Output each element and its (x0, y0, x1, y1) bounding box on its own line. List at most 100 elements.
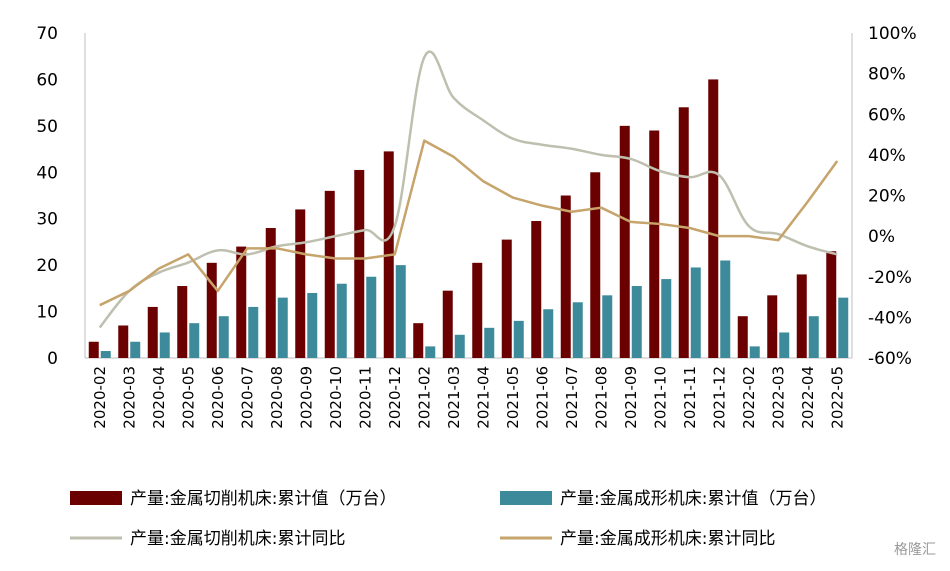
y-right-tick-label: -40% (868, 308, 912, 328)
bar-forming-value (395, 265, 406, 358)
bar-cutting-value (619, 125, 630, 358)
line-forming-yoy (99, 139, 839, 307)
bar-forming-value (189, 323, 200, 358)
legend-swatch (70, 491, 122, 505)
bar-forming-value (661, 279, 672, 358)
x-tick-label: 2021-05 (504, 366, 522, 429)
y-right-tick-label: -20% (868, 268, 912, 288)
legend-label: 产量:金属切削机床:累计同比 (130, 529, 345, 549)
legend-swatch (500, 491, 552, 505)
bar-forming-value (602, 295, 613, 358)
y-right-tick-label: 20% (868, 187, 906, 207)
bar-forming-value (838, 297, 849, 358)
bar-cutting-value (767, 295, 778, 358)
bar-cutting-value (708, 79, 719, 358)
x-tick-label: 2020-03 (120, 366, 138, 429)
bar-forming-value (808, 316, 819, 358)
y-right-tick-label: -60% (868, 349, 912, 369)
bar-forming-value (336, 283, 347, 358)
legend-label: 产量:金属成形机床:累计同比 (560, 529, 775, 549)
bars-layer (88, 79, 849, 359)
bar-forming-value (690, 267, 701, 358)
line-cutting-yoy (98, 50, 838, 329)
bar-forming-value (631, 286, 642, 358)
x-tick-label: 2020-05 (179, 366, 197, 429)
bar-cutting-value (796, 274, 807, 358)
bar-forming-value (513, 320, 524, 358)
bar-cutting-value (678, 107, 689, 359)
bar-forming-value (749, 346, 760, 358)
y-right-tick-label: 80% (868, 65, 906, 85)
y-left-tick-label: 30 (36, 210, 58, 230)
bar-cutting-value (531, 221, 542, 358)
bar-cutting-value (118, 325, 129, 358)
bar-cutting-value (147, 306, 158, 358)
bar-cutting-value (236, 246, 247, 358)
axes-layer (84, 33, 853, 359)
bar-cutting-value (265, 228, 276, 358)
x-tick-label: 2021-02 (415, 366, 433, 429)
bar-cutting-value (560, 195, 571, 358)
bar-cutting-value (501, 239, 512, 358)
x-tick-label: 2020-06 (209, 366, 227, 429)
bar-forming-value (307, 293, 318, 358)
bar-cutting-value (442, 290, 453, 358)
y-left-tick-label: 50 (36, 117, 58, 137)
x-tick-label: 2022-04 (799, 366, 817, 429)
x-tick-label: 2021-03 (445, 366, 463, 429)
legend-label: 产量:金属切削机床:累计值（万台） (130, 489, 396, 509)
lines-layer (98, 50, 839, 329)
bar-cutting-value (88, 341, 99, 358)
bar-forming-value (248, 306, 259, 358)
bar-cutting-value (295, 209, 306, 358)
x-tick-label: 2020-02 (91, 366, 109, 429)
x-tick-label: 2021-12 (710, 366, 728, 429)
y-right-tick-label: 60% (868, 105, 906, 125)
x-tick-label: 2020-07 (238, 366, 256, 429)
y-right-tick-label: 40% (868, 146, 906, 166)
x-tick-label: 2020-09 (297, 366, 315, 429)
bar-forming-value (454, 334, 465, 358)
legend-label: 产量:金属成形机床:累计值（万台） (560, 489, 826, 509)
x-tick-label: 2020-04 (150, 366, 168, 429)
bar-cutting-value (590, 172, 601, 358)
y-right-tick-label: 0% (868, 227, 895, 247)
bar-cutting-value (413, 323, 424, 358)
y-left-tick-label: 10 (36, 303, 58, 323)
bar-cutting-value (649, 130, 660, 358)
x-tick-label: 2021-07 (563, 366, 581, 429)
x-tick-label: 2022-02 (740, 366, 758, 429)
x-tick-label: 2022-05 (828, 366, 846, 429)
x-tick-label: 2021-10 (651, 366, 669, 429)
bar-cutting-value (826, 251, 837, 358)
bar-cutting-value (206, 262, 217, 358)
x-tick-label: 2020-08 (268, 366, 286, 429)
bar-forming-value (543, 309, 554, 358)
bar-cutting-value (472, 262, 483, 358)
x-tick-label: 2022-03 (769, 366, 787, 429)
y-left-tick-label: 0 (47, 349, 58, 369)
bar-forming-value (218, 316, 229, 358)
bar-forming-value (100, 351, 111, 358)
y-right-tick-label: 100% (868, 24, 917, 44)
bar-forming-value (277, 297, 288, 358)
bar-forming-value (572, 302, 583, 358)
y-left-tick-label: 40 (36, 163, 58, 183)
bar-forming-value (130, 341, 141, 358)
bar-cutting-value (177, 286, 188, 358)
bar-cutting-value (354, 169, 365, 358)
x-tick-label: 2020-12 (386, 366, 404, 429)
bar-forming-value (425, 346, 436, 358)
y-left-tick-label: 60 (36, 70, 58, 90)
watermark-logo: 格隆汇 (894, 542, 936, 558)
bar-forming-value (779, 332, 790, 358)
bar-cutting-value (737, 316, 748, 358)
y-left-tick-label: 20 (36, 256, 58, 276)
x-tick-label: 2020-10 (327, 366, 345, 429)
legend: 产量:金属切削机床:累计值（万台） 产量:金属成形机床:累计值（万台） 产量:金属切… (70, 489, 826, 549)
x-tick-label: 2021-09 (622, 366, 640, 429)
y-left-tick-label: 70 (36, 24, 58, 44)
bar-forming-value (720, 260, 731, 358)
